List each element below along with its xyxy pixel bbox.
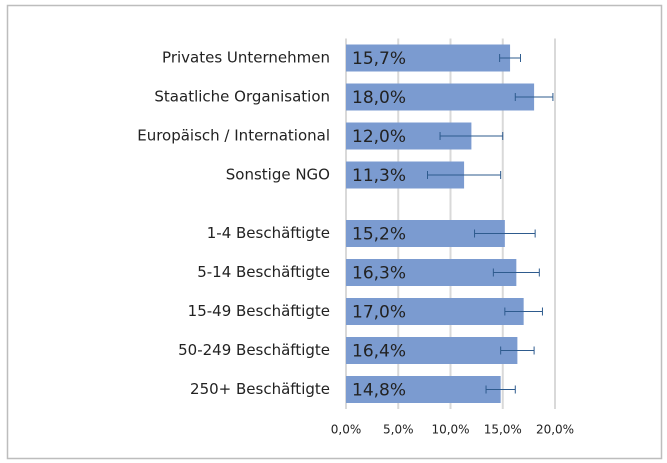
y-tick-label: Europäisch / International — [137, 127, 330, 145]
y-tick-label: Privates Unternehmen — [162, 49, 330, 67]
x-tick-label: 20,0% — [536, 423, 574, 437]
error-bar — [427, 171, 502, 179]
y-tick-label: 50-249 Beschäftigte — [178, 341, 330, 359]
data-label: 15,7% — [352, 49, 406, 69]
bar — [346, 83, 535, 111]
y-tick-label: Staatliche Organisation — [154, 88, 330, 106]
bar — [346, 376, 501, 403]
bar — [346, 337, 518, 364]
frame — [6, 4, 663, 460]
data-label: 16,4% — [352, 342, 406, 362]
error-bar — [485, 385, 516, 394]
y-tick-label: 1-4 Beschäftigte — [207, 224, 330, 242]
bar — [346, 259, 517, 286]
error-bar — [474, 229, 536, 238]
data-label: 18,0% — [352, 88, 406, 108]
x-tick-label: 10,0% — [431, 423, 469, 437]
data-label: 12,0% — [352, 127, 406, 147]
error-bar — [499, 54, 522, 62]
bar — [346, 298, 524, 325]
error-bar — [439, 132, 504, 140]
bar — [346, 44, 511, 72]
y-tick-label: 250+ Beschäftigte — [190, 380, 330, 398]
x-tick-label: 5,0% — [383, 423, 414, 437]
data-label: 17,0% — [352, 303, 406, 323]
data-label: 16,3% — [352, 264, 406, 284]
x-tick-label: 0,0% — [331, 423, 362, 437]
error-bar — [504, 307, 543, 316]
y-tick-label: 5-14 Beschäftigte — [197, 263, 330, 281]
error-bar — [514, 93, 554, 101]
y-tick-label: 15-49 Beschäftigte — [188, 302, 330, 320]
y-tick-label: Sonstige NGO — [226, 166, 330, 184]
error-bar — [500, 346, 535, 355]
data-label: 14,8% — [352, 381, 406, 401]
data-label: 15,2% — [352, 225, 406, 245]
error-bar — [492, 268, 540, 277]
x-tick-label: 15,0% — [484, 423, 522, 437]
data-label: 11,3% — [352, 166, 406, 186]
